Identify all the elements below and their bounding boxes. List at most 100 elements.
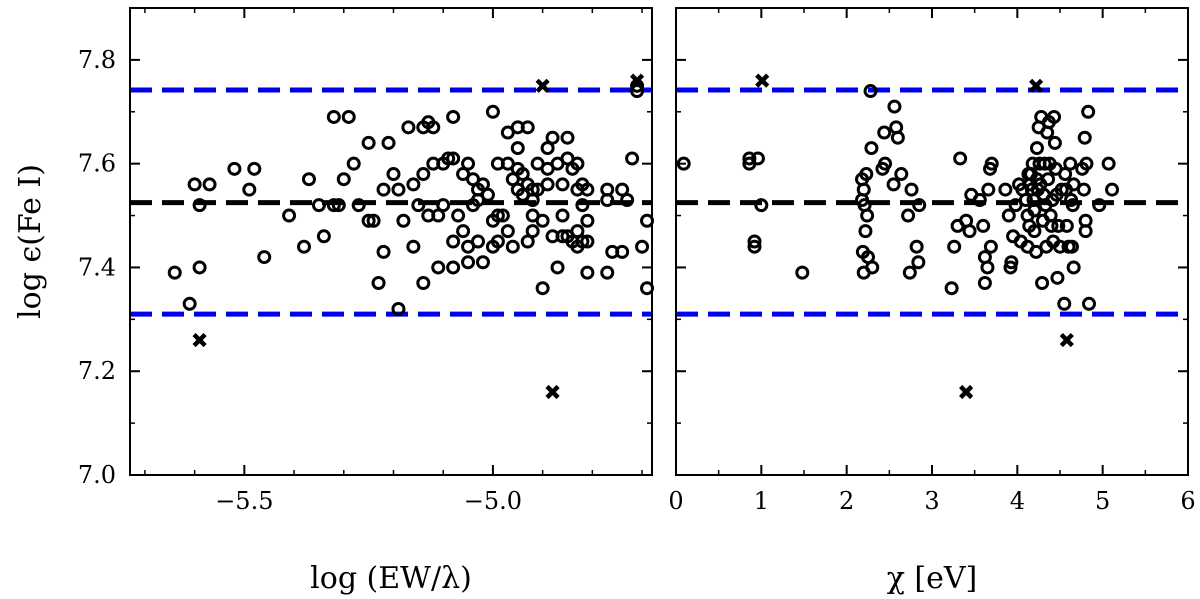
x-tick-label: 6	[1180, 487, 1195, 515]
data-point	[485, 104, 500, 119]
data-point	[983, 239, 998, 254]
data-point	[426, 120, 441, 135]
data-point	[555, 208, 570, 223]
x-tick-label: 3	[924, 487, 939, 515]
data-point	[947, 239, 962, 254]
data-point	[490, 208, 505, 223]
data-point	[406, 177, 421, 192]
data-point	[510, 141, 525, 156]
data-point	[865, 260, 880, 275]
data-point	[1066, 177, 1081, 192]
data-point	[1077, 130, 1092, 145]
data-point	[282, 208, 297, 223]
data-point	[396, 213, 411, 228]
data-point	[446, 234, 461, 249]
data-point	[446, 260, 461, 275]
data-point	[902, 265, 917, 280]
data-point	[1037, 156, 1052, 171]
data-point	[202, 177, 217, 192]
data-point	[316, 229, 331, 244]
data-point	[505, 239, 520, 254]
left-panel: 7.0 7.2 7.4 7.6 7.8 −5.5 −5.0 log (EW/λ) log ϵ(F…	[13, 7, 655, 596]
data-point	[545, 130, 560, 145]
data-point	[192, 260, 207, 275]
data-point	[1050, 270, 1065, 285]
data-point	[980, 260, 995, 275]
data-point	[1004, 255, 1019, 270]
x-axis-label: log (EW/λ)	[310, 561, 472, 596]
data-point	[1047, 135, 1062, 150]
data-point	[1064, 239, 1079, 254]
data-point	[580, 234, 595, 249]
data-point	[520, 120, 535, 135]
data-point	[1063, 156, 1078, 171]
data-point	[984, 156, 999, 171]
data-point	[878, 156, 893, 171]
outlier-point	[192, 332, 207, 348]
data-point	[1027, 224, 1042, 239]
data-point	[361, 213, 376, 228]
data-point	[351, 198, 366, 213]
data-point	[600, 192, 615, 207]
data-point	[864, 141, 879, 156]
data-point	[912, 198, 927, 213]
data-point	[620, 192, 635, 207]
data-point	[977, 276, 992, 291]
data-point	[858, 224, 873, 239]
data-point	[490, 234, 505, 249]
data-point	[998, 182, 1013, 197]
data-point	[456, 224, 471, 239]
data-point	[1082, 296, 1097, 311]
data-point	[1081, 104, 1096, 119]
x-axis-label: χ [eV]	[887, 561, 978, 596]
data-point	[500, 224, 515, 239]
data-point	[972, 192, 987, 207]
data-point	[570, 156, 585, 171]
data-point	[446, 109, 461, 124]
data-point	[886, 177, 901, 192]
data-point	[600, 265, 615, 280]
data-point	[1051, 218, 1066, 233]
data-point	[630, 84, 645, 99]
data-point	[1078, 224, 1093, 239]
data-point	[247, 161, 262, 176]
data-point	[406, 239, 421, 254]
data-point	[366, 213, 381, 228]
x-tick-label: 1	[754, 487, 769, 515]
y-tick-label: 7.2	[78, 357, 116, 385]
data-point	[525, 182, 540, 197]
data-point	[431, 260, 446, 275]
data-point	[416, 167, 431, 182]
x-tick-label: 2	[839, 487, 854, 515]
axes-frame	[129, 7, 653, 476]
data-point	[754, 198, 769, 213]
x-tick-label: −5.0	[464, 487, 522, 515]
data-point	[615, 244, 630, 259]
data-point	[953, 151, 968, 166]
data-point	[904, 182, 919, 197]
data-point	[331, 198, 346, 213]
data-point	[635, 239, 650, 254]
data-point	[336, 172, 351, 187]
data-point	[525, 224, 540, 239]
data-point	[909, 239, 924, 254]
data-point	[1105, 182, 1120, 197]
data-point	[1001, 208, 1016, 223]
data-point	[894, 167, 909, 182]
data-point	[890, 130, 905, 145]
data-point	[535, 281, 550, 296]
right-panel: 0 1 2 3 4 5 6 χ [eV]	[668, 7, 1196, 596]
data-point	[540, 177, 555, 192]
data-point	[742, 151, 757, 166]
data-point	[461, 255, 476, 270]
data-point	[495, 208, 510, 223]
data-point	[1058, 167, 1073, 182]
data-point	[877, 125, 892, 140]
data-point	[471, 234, 485, 249]
data-point	[962, 224, 977, 239]
data-point	[560, 130, 575, 145]
y-tick-label: 7.0	[78, 461, 116, 489]
outlier-point	[755, 73, 770, 88]
data-point	[856, 182, 871, 197]
data-point	[901, 208, 916, 223]
